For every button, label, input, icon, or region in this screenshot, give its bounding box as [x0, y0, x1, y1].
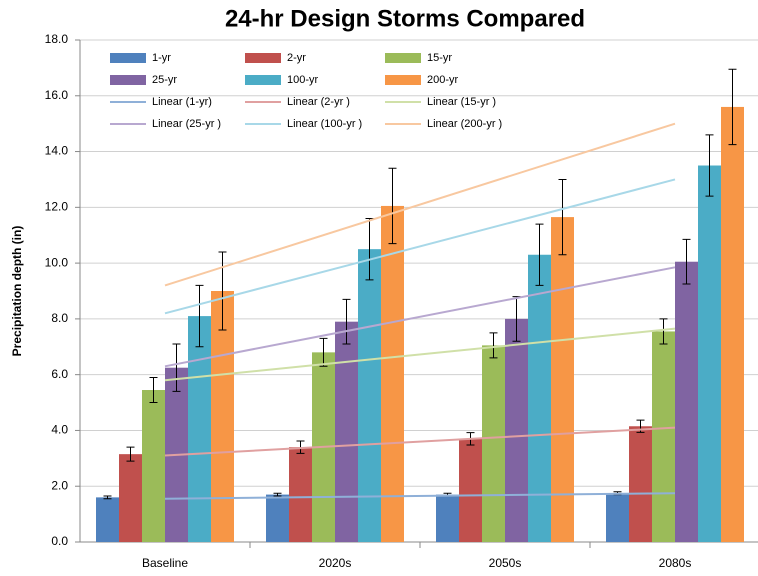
x-tick-label: 2050s — [489, 556, 522, 570]
x-tick-label: 2020s — [319, 556, 352, 570]
bar — [436, 494, 459, 542]
legend-swatch — [245, 53, 281, 63]
legend-swatch — [245, 75, 281, 85]
bar — [528, 254, 551, 542]
bar — [505, 318, 528, 542]
error-bar — [728, 68, 737, 146]
legend-label: 200-yr — [427, 74, 459, 86]
error-bar — [705, 134, 714, 197]
bar — [652, 331, 675, 542]
y-axis-label: Precipitation depth (in) — [10, 226, 24, 357]
bar — [721, 106, 744, 542]
bar — [266, 494, 289, 542]
legend-label: Linear (200-yr ) — [427, 118, 502, 130]
y-tick-label: 8.0 — [51, 311, 68, 325]
error-bar — [149, 376, 158, 404]
error-bar — [535, 223, 544, 286]
legend-label: 15-yr — [427, 52, 452, 64]
bar — [629, 426, 652, 542]
error-bar — [659, 318, 668, 345]
error-bar — [489, 332, 498, 359]
error-bar — [342, 298, 351, 345]
legend-label: 25-yr — [152, 74, 177, 86]
error-bar — [218, 251, 227, 331]
x-tick-label: 2080s — [659, 556, 692, 570]
error-bar — [172, 343, 181, 392]
y-tick-label: 12.0 — [45, 200, 69, 214]
bar — [335, 321, 358, 542]
legend-label: Linear (100-yr ) — [287, 118, 362, 130]
error-bar — [103, 495, 112, 500]
bar — [698, 165, 721, 542]
bar — [119, 454, 142, 542]
legend-swatch — [110, 53, 146, 63]
bar — [606, 493, 629, 542]
legend-swatch — [110, 75, 146, 85]
bar — [96, 497, 119, 542]
bar — [551, 217, 574, 542]
chart-title: 24-hr Design Storms Compared — [225, 5, 585, 32]
bar — [381, 205, 404, 542]
x-tick-label: Baseline — [142, 556, 188, 570]
y-tick-label: 2.0 — [51, 478, 68, 492]
error-bar — [558, 178, 567, 256]
bar — [482, 345, 505, 542]
error-bar — [195, 284, 204, 348]
error-bar — [319, 337, 328, 367]
error-bar — [388, 167, 397, 245]
legend-label: 100-yr — [287, 74, 319, 86]
trendline — [164, 492, 676, 500]
y-tick-label: 18.0 — [45, 32, 69, 46]
legend-label: 1-yr — [152, 52, 171, 64]
legend-label: Linear (2-yr ) — [287, 96, 350, 108]
legend-swatch — [385, 75, 421, 85]
y-tick-label: 0.0 — [51, 534, 68, 548]
y-tick-label: 14.0 — [45, 144, 69, 158]
error-bar — [126, 446, 135, 462]
legend-label: 2-yr — [287, 52, 306, 64]
bar — [142, 390, 165, 542]
trendline — [164, 178, 676, 315]
bar — [289, 447, 312, 542]
y-tick-label: 10.0 — [45, 255, 69, 269]
trendline — [164, 122, 676, 287]
legend-swatch — [385, 53, 421, 63]
legend-label: Linear (1-yr) — [152, 96, 212, 108]
bar — [459, 438, 482, 542]
y-tick-label: 16.0 — [45, 88, 69, 102]
trendline — [164, 426, 676, 457]
error-bar — [682, 238, 691, 285]
trendline — [164, 327, 676, 382]
legend-label: Linear (25-yr ) — [152, 118, 221, 130]
legend-label: Linear (15-yr ) — [427, 96, 496, 108]
bar — [358, 249, 381, 542]
error-bar — [273, 492, 282, 497]
bar — [188, 316, 211, 542]
error-bar — [365, 217, 374, 281]
trendline — [164, 266, 676, 368]
y-tick-label: 6.0 — [51, 367, 68, 381]
bar — [675, 261, 698, 542]
y-tick-label: 4.0 — [51, 423, 68, 437]
